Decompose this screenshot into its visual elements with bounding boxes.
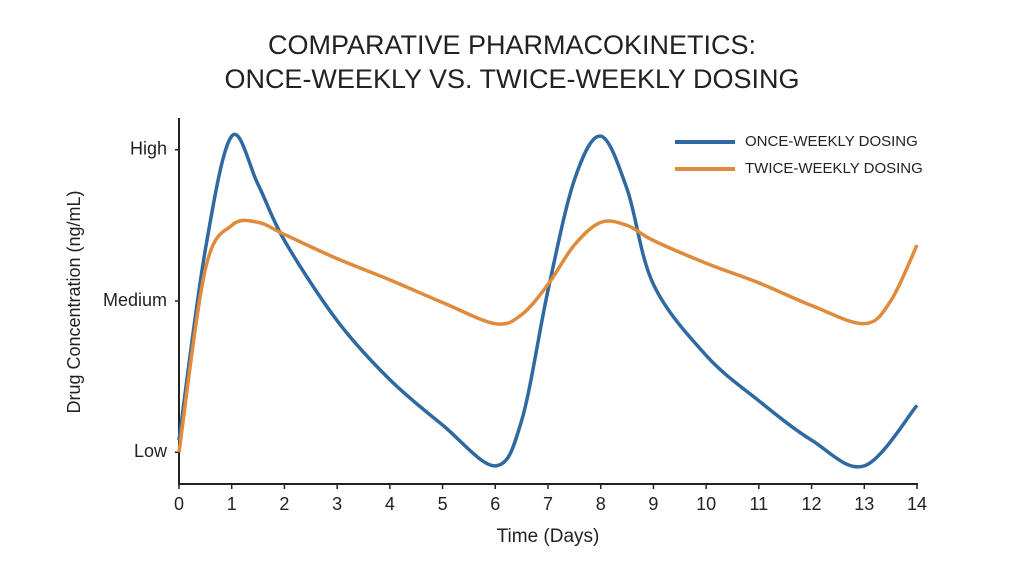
x-tick-label: 3	[332, 494, 342, 514]
x-tick-label: 5	[438, 494, 448, 514]
x-tick-label: 10	[696, 494, 716, 514]
x-tick-label: 14	[907, 494, 927, 514]
x-tick-label: 4	[385, 494, 395, 514]
y-tick-label: Low	[134, 441, 168, 461]
x-tick-label: 9	[648, 494, 658, 514]
y-tick-label: High	[130, 139, 167, 159]
x-tick-label: 2	[279, 494, 289, 514]
x-tick-label: 1	[227, 494, 237, 514]
line	[177, 218, 919, 453]
chart-title: ONCE-WEEKLY VS. TWICE-WEEKLY DOSING	[224, 64, 799, 94]
x-tick-label: 6	[490, 494, 500, 514]
x-axis-label: Time (Days)	[497, 526, 600, 547]
legend-label: TWICE-WEEKLY DOSING	[745, 160, 923, 177]
x-tick-label: 7	[543, 494, 553, 514]
x-tick-label: 13	[854, 494, 874, 514]
legend-label: ONCE-WEEKLY DOSING	[745, 133, 918, 150]
y-tick-label: Medium	[103, 290, 167, 310]
x-tick-label: 0	[174, 494, 184, 514]
line	[177, 132, 919, 469]
chart-title: COMPARATIVE PHARMACOKINETICS:	[268, 30, 756, 60]
y-axis-label: Drug Concentration (ng/mL)	[64, 190, 84, 413]
x-tick-label: 8	[596, 494, 606, 514]
x-tick-label: 11	[750, 494, 769, 514]
x-tick-label: 12	[802, 494, 822, 514]
